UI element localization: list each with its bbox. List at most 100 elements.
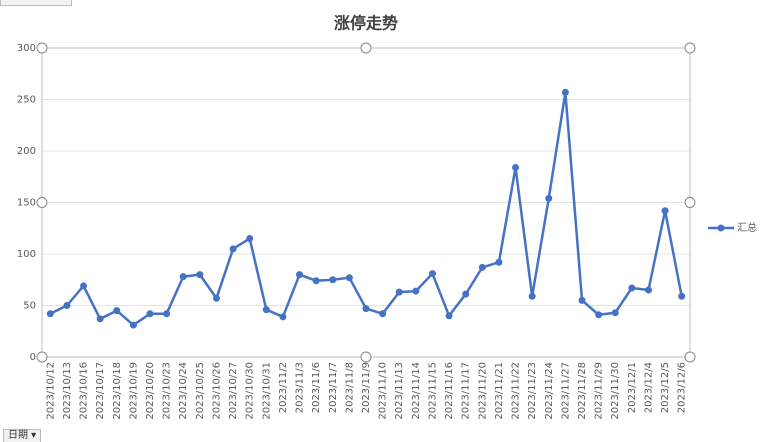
legend-marker: [717, 224, 725, 232]
data-point: [179, 273, 187, 281]
data-point: [96, 315, 104, 323]
selection-handle: [36, 351, 48, 363]
data-point: [545, 194, 553, 202]
x-tick-label: 2023/10/17: [95, 362, 106, 420]
data-point: [296, 271, 304, 279]
data-point: [611, 309, 619, 317]
data-point: [129, 321, 137, 329]
data-point: [46, 310, 54, 318]
x-tick-label: 2023/12/6: [677, 362, 688, 413]
x-tick-label: 2023/10/19: [128, 362, 139, 420]
data-point: [412, 287, 420, 295]
x-tick-label: 2023/10/16: [79, 362, 90, 420]
data-point: [329, 276, 337, 284]
data-point: [379, 310, 387, 318]
x-tick-label: 2023/11/8: [344, 362, 355, 413]
x-tick-label: 2023/10/12: [45, 362, 56, 420]
x-tick-label: 2023/11/16: [444, 362, 455, 420]
data-point: [113, 307, 121, 315]
x-tick-label: 2023/10/27: [228, 362, 239, 420]
x-tick-label: 2023/11/17: [461, 362, 472, 420]
x-tick-label: 2023/11/2: [278, 362, 289, 413]
x-tick-label: 2023/12/4: [643, 362, 654, 413]
selection-handle: [684, 42, 696, 54]
data-point: [362, 305, 370, 313]
selection-handle: [684, 197, 696, 208]
x-tick-label: 2023/11/10: [378, 362, 389, 420]
data-point: [63, 302, 71, 309]
y-tick-label: 50: [23, 301, 36, 312]
data-point: [229, 245, 237, 253]
x-tick-label: 2023/11/27: [560, 362, 571, 420]
field-button-area[interactable]: [0, 0, 72, 6]
y-tick-label: 200: [17, 146, 36, 157]
data-point: [428, 270, 436, 278]
x-tick-label: 2023/11/21: [494, 362, 505, 420]
x-tick-label: 2023/10/25: [195, 362, 206, 420]
data-point: [212, 294, 220, 302]
x-tick-label: 2023/11/9: [361, 362, 372, 413]
x-tick-label: 2023/10/30: [245, 362, 256, 420]
x-tick-label: 2023/11/6: [311, 362, 322, 413]
data-point: [495, 258, 503, 266]
selection-handle: [36, 42, 48, 54]
data-point: [561, 88, 569, 96]
x-tick-label: 2023/10/18: [112, 362, 123, 420]
x-tick-label: 2023/12/5: [660, 362, 671, 413]
data-point: [644, 286, 652, 294]
data-point: [462, 290, 470, 298]
data-point: [478, 263, 486, 271]
x-tick-label: 2023/11/13: [394, 362, 405, 420]
chart-title: 涨停走势: [334, 14, 398, 33]
x-tick-label: 2023/11/29: [594, 362, 605, 420]
x-tick-label: 2023/11/14: [411, 362, 422, 420]
y-tick-label: 250: [17, 95, 36, 106]
selection-handle: [360, 42, 372, 54]
y-tick-label: 300: [17, 43, 36, 54]
x-tick-label: 2023/11/22: [511, 362, 522, 420]
series-line: [49, 91, 683, 327]
y-tick-label: 150: [17, 198, 36, 209]
data-point: [146, 310, 154, 318]
y-tick-label: 100: [17, 249, 36, 260]
x-tick-label: 2023/11/20: [477, 362, 488, 420]
x-tick-label: 2023/10/23: [162, 362, 173, 420]
data-point: [80, 282, 88, 290]
data-point: [628, 284, 636, 292]
field-button[interactable]: 日期 ▾: [3, 429, 42, 442]
data-point: [312, 277, 320, 285]
x-tick-label: 2023/11/7: [328, 362, 339, 413]
x-tick-label: 2023/11/30: [610, 362, 621, 420]
data-point: [661, 207, 669, 215]
x-tick-label: 2023/12/1: [627, 362, 638, 413]
x-tick-label: 2023/11/28: [577, 362, 588, 420]
x-tick-label: 2023/10/20: [145, 362, 156, 420]
data-point: [262, 306, 270, 314]
data-point: [279, 313, 287, 321]
x-tick-label: 2023/10/13: [62, 362, 73, 420]
y-tick-label: 0: [30, 352, 36, 363]
legend-label: 汇总: [737, 221, 757, 234]
data-point: [595, 311, 603, 319]
x-tick-label: 2023/10/31: [261, 362, 272, 420]
data-point: [246, 235, 254, 243]
x-tick-label: 2023/10/26: [211, 362, 222, 420]
data-point: [445, 312, 453, 320]
data-point: [163, 310, 171, 318]
field-button-label: 日期: [8, 430, 28, 441]
data-point: [512, 163, 520, 171]
x-tick-label: 2023/11/3: [295, 362, 306, 413]
data-point: [578, 296, 586, 304]
data-point: [345, 274, 353, 282]
x-tick-label: 2023/11/24: [544, 362, 555, 420]
x-tick-label: 2023/11/23: [527, 362, 538, 420]
x-tick-label: 2023/11/15: [427, 362, 438, 420]
selection-handle: [684, 351, 696, 363]
selection-handle: [36, 197, 48, 208]
selection-handle: [360, 351, 372, 363]
data-point: [528, 292, 536, 300]
data-point: [678, 292, 686, 300]
